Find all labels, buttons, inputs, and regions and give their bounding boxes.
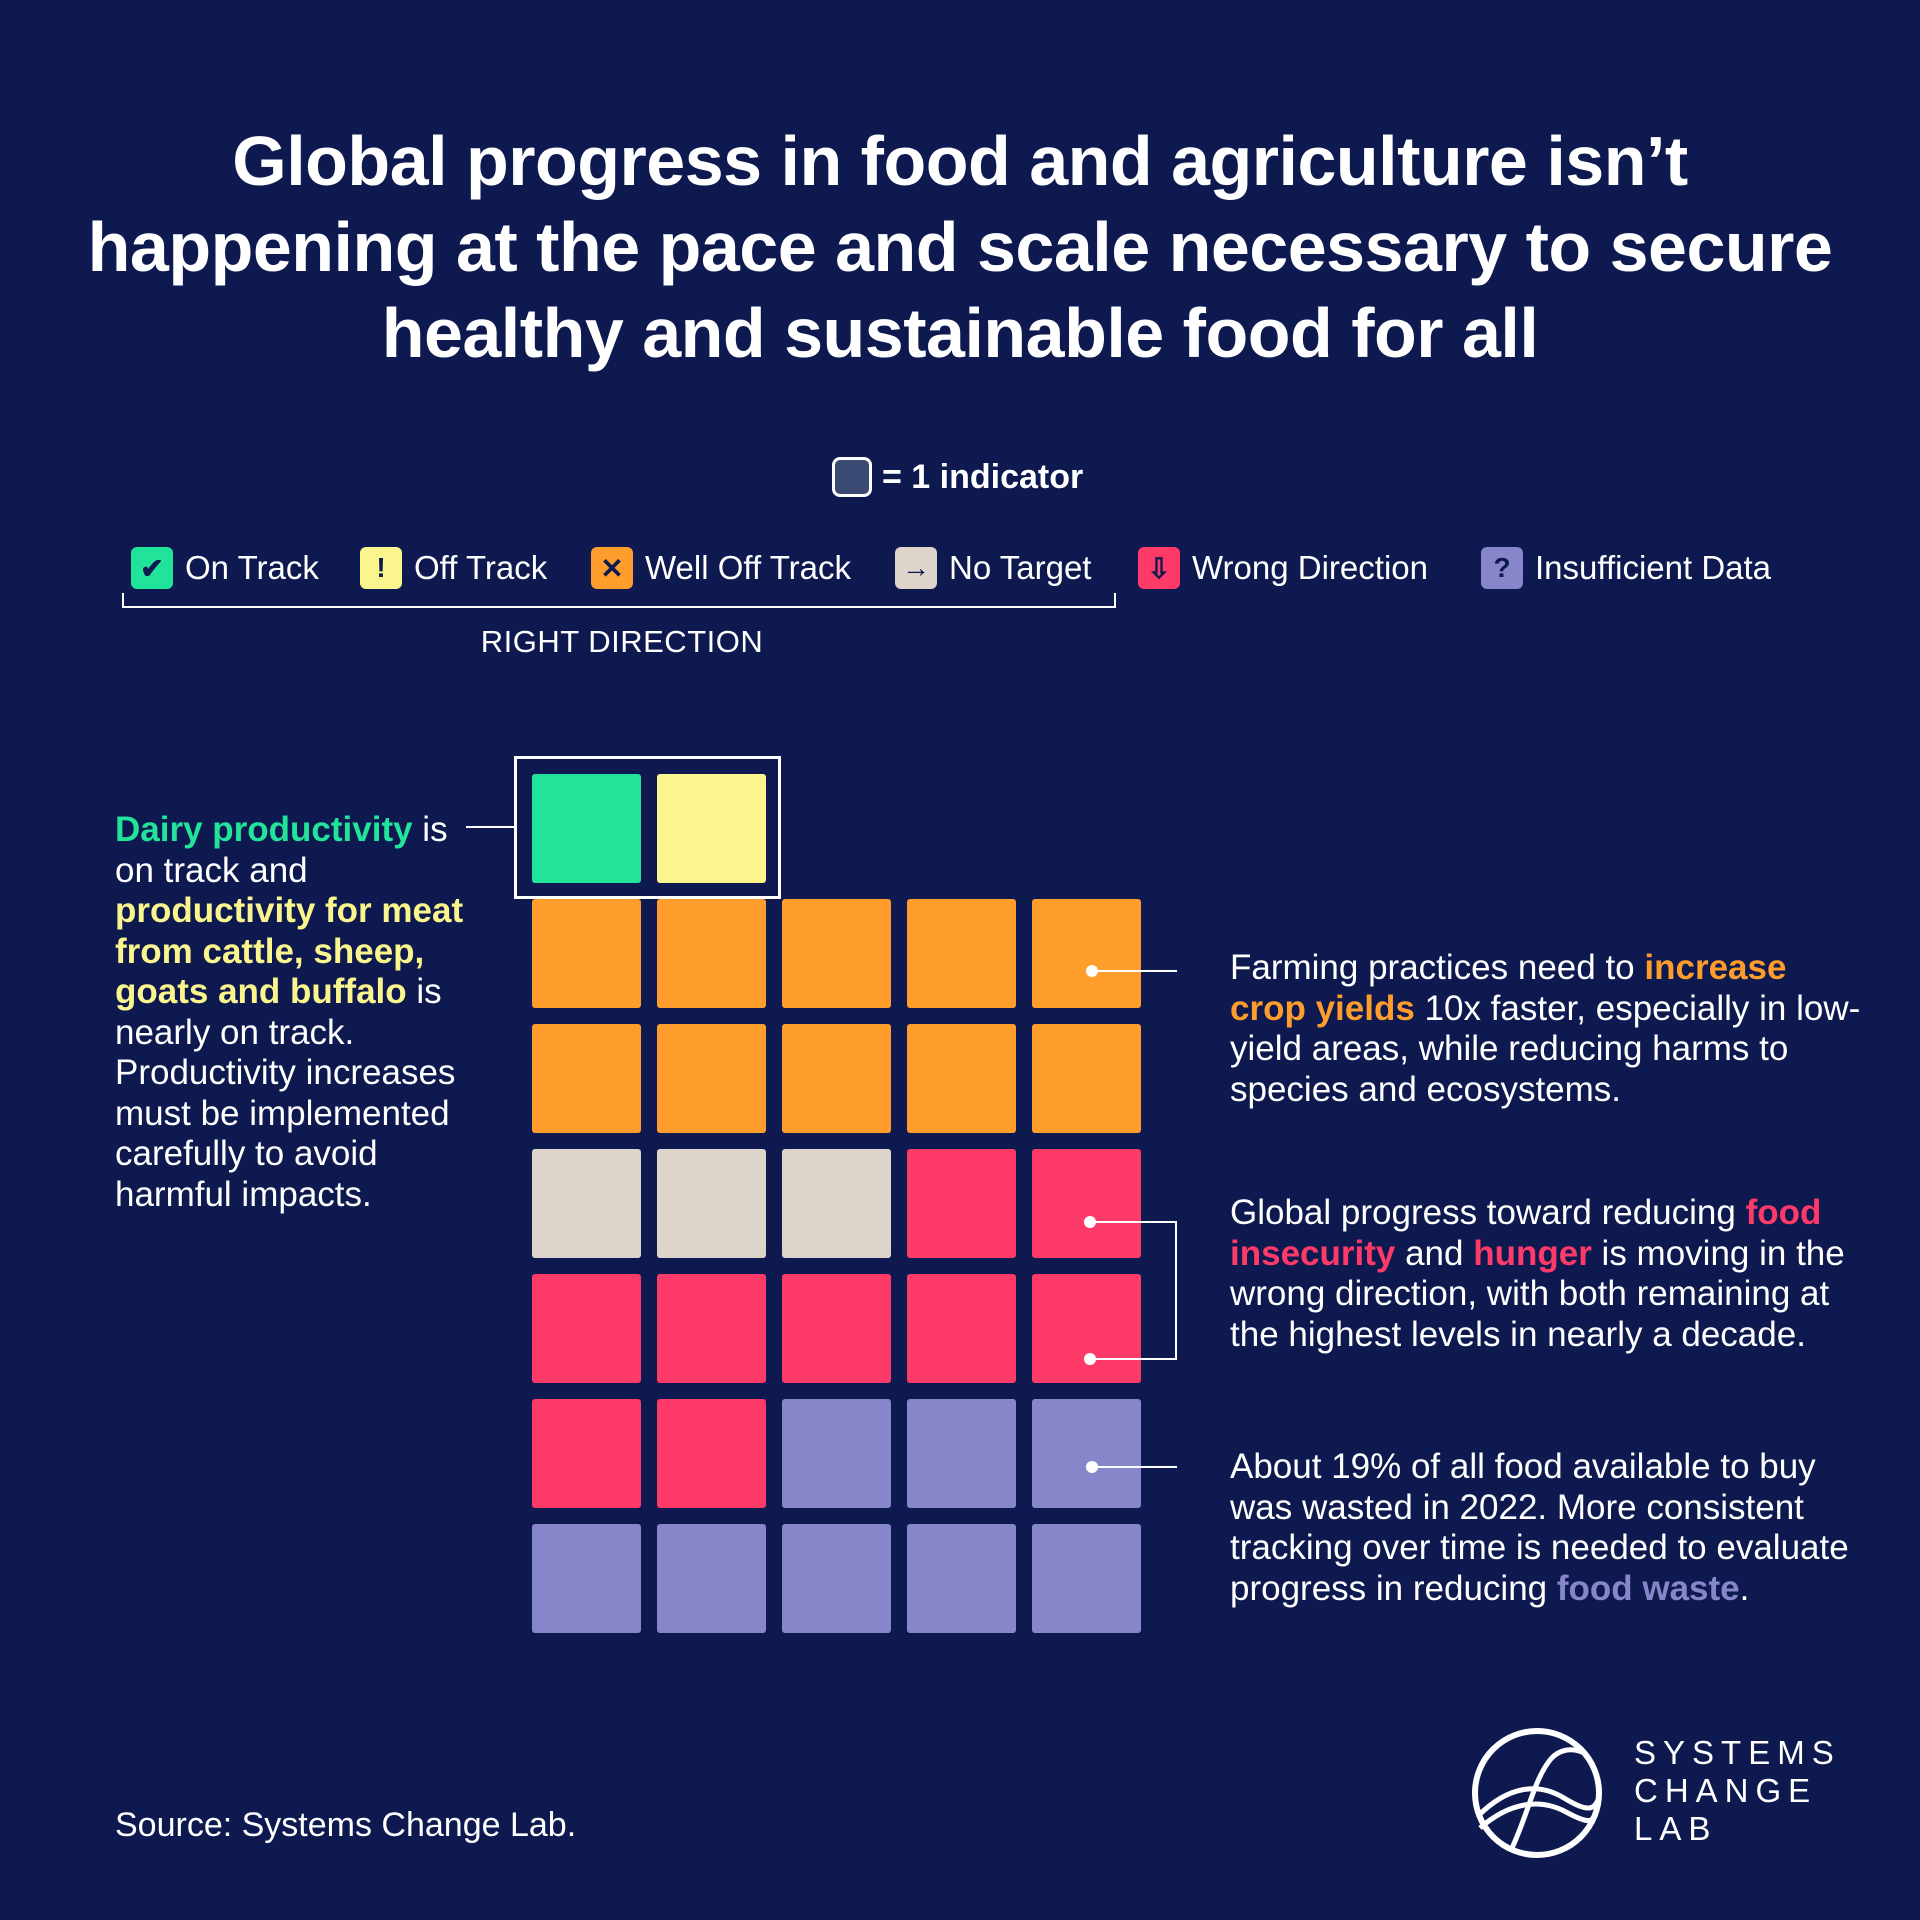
legend-label: No Target bbox=[949, 549, 1092, 586]
arrow-right-icon: → bbox=[895, 547, 937, 589]
food-waste-highlight: food waste bbox=[1556, 1568, 1740, 1608]
indicator-cell-wrong-direction bbox=[907, 1149, 1016, 1258]
food-waste-annotation: About 19% of all food available to buy w… bbox=[1230, 1447, 1870, 1609]
indicator-cell-well-off-track bbox=[907, 899, 1016, 1008]
legend-label: On Track bbox=[185, 549, 319, 586]
indicator-cell-wrong-direction bbox=[1032, 1274, 1141, 1383]
dairy-text-1: is on track and bbox=[115, 810, 448, 890]
legend-item-no-target: → No Target bbox=[895, 546, 1091, 590]
hunger-text-3: is moving in the wrong direction, with b… bbox=[1230, 1233, 1845, 1354]
unit-key: = 1 indicator bbox=[832, 454, 1083, 500]
crop-yields-highlight: increase crop yields bbox=[1230, 948, 1787, 1028]
indicator-cell-insufficient-data bbox=[532, 1524, 641, 1633]
dairy-text-2: is nearly on track. Productivity increas… bbox=[115, 972, 456, 1214]
indicator-cell-wrong-direction bbox=[907, 1274, 1016, 1383]
indicator-cell-well-off-track bbox=[1032, 1024, 1141, 1133]
hunger-connector-line-vertical bbox=[1175, 1221, 1177, 1360]
crop-yields-connector-line bbox=[1092, 970, 1177, 972]
indicator-cell-well-off-track bbox=[907, 1024, 1016, 1133]
right-direction-bracket bbox=[122, 593, 1116, 608]
logo-wordmark: SYSTEMS CHANGE LAB bbox=[1634, 1734, 1841, 1848]
indicator-cell-well-off-track bbox=[782, 899, 891, 1008]
indicator-cell-well-off-track bbox=[532, 1024, 641, 1133]
x-icon: ✕ bbox=[591, 547, 633, 589]
indicator-cell-insufficient-data bbox=[782, 1524, 891, 1633]
legend-item-wrong-direction: ⇩ Wrong Direction bbox=[1138, 546, 1428, 590]
dairy-productivity-highlight: Dairy productivity bbox=[115, 810, 413, 849]
legend-label: Insufficient Data bbox=[1535, 549, 1772, 586]
hunger-connector-line-bottom bbox=[1090, 1358, 1177, 1360]
indicator-cell-wrong-direction bbox=[532, 1399, 641, 1508]
page-title: Global progress in food and agriculture … bbox=[87, 122, 1833, 372]
indicator-cell-well-off-track bbox=[657, 1024, 766, 1133]
indicator-cell-insufficient-data bbox=[657, 1524, 766, 1633]
arrow-down-icon: ⇩ bbox=[1138, 547, 1180, 589]
food-insecurity-highlight: food insecurity bbox=[1230, 1193, 1822, 1273]
indicator-cell-on-track bbox=[532, 774, 641, 883]
indicator-cell-insufficient-data bbox=[1032, 1399, 1141, 1508]
logo-line-2: CHANGE bbox=[1634, 1772, 1818, 1809]
hunger-annotation: Global progress toward reducing food ins… bbox=[1230, 1193, 1870, 1355]
indicator-cell-no-target bbox=[782, 1149, 891, 1258]
indicator-cell-insufficient-data bbox=[1032, 1524, 1141, 1633]
indicator-cell-well-off-track bbox=[782, 1024, 891, 1133]
highlight-frame bbox=[514, 756, 781, 899]
indicator-square-icon bbox=[832, 457, 872, 497]
crop-yields-text-1: Farming practices need to bbox=[1230, 948, 1645, 987]
indicator-cell-no-target bbox=[657, 1149, 766, 1258]
source-note: Source: Systems Change Lab. bbox=[115, 1806, 577, 1844]
logo-line-3: LAB bbox=[1634, 1810, 1718, 1847]
hunger-connector-line-top bbox=[1090, 1221, 1177, 1223]
logo-line-1: SYSTEMS bbox=[1634, 1734, 1841, 1771]
systems-change-lab-logo-icon bbox=[1472, 1728, 1602, 1858]
crop-yields-text-2: 10x faster, especially in low-yield area… bbox=[1230, 988, 1861, 1109]
indicator-cell-well-off-track bbox=[1032, 899, 1141, 1008]
food-waste-connector-line bbox=[1092, 1466, 1177, 1468]
dairy-annotation: Dairy productivity is on track and produ… bbox=[115, 810, 475, 1215]
indicator-cell-wrong-direction bbox=[657, 1274, 766, 1383]
right-direction-label: RIGHT DIRECTION bbox=[480, 624, 764, 659]
hunger-highlight: hunger bbox=[1473, 1233, 1592, 1273]
indicator-cell-insufficient-data bbox=[907, 1399, 1016, 1508]
crop-yields-annotation: Farming practices need to increase crop … bbox=[1230, 948, 1870, 1110]
indicator-cell-wrong-direction bbox=[1032, 1149, 1141, 1258]
legend-label: Well Off Track bbox=[645, 549, 851, 586]
indicator-cell-wrong-direction bbox=[782, 1274, 891, 1383]
legend-item-insufficient-data: ? Insufficient Data bbox=[1481, 546, 1771, 590]
indicator-cell-wrong-direction bbox=[657, 1399, 766, 1508]
hunger-text-1: Global progress toward reducing bbox=[1230, 1193, 1746, 1232]
meat-productivity-highlight: productivity for meat from cattle, sheep… bbox=[115, 891, 464, 1011]
indicator-cell-off-track bbox=[657, 774, 766, 883]
legend-label: Off Track bbox=[414, 549, 548, 586]
hunger-text-2: and bbox=[1395, 1233, 1474, 1273]
food-waste-text-2: . bbox=[1739, 1568, 1750, 1608]
exclamation-icon: ! bbox=[360, 547, 402, 589]
question-icon: ? bbox=[1481, 547, 1523, 589]
indicator-cell-well-off-track bbox=[657, 899, 766, 1008]
legend-item-on-track: ✔ On Track bbox=[131, 546, 319, 590]
dairy-connector-line bbox=[466, 826, 514, 828]
legend-item-well-off-track: ✕ Well Off Track bbox=[591, 546, 851, 590]
legend-label: Wrong Direction bbox=[1192, 549, 1428, 586]
indicator-cell-well-off-track bbox=[532, 899, 641, 1008]
unit-key-label: = 1 indicator bbox=[882, 457, 1084, 496]
legend-item-off-track: ! Off Track bbox=[360, 546, 547, 590]
indicator-cell-insufficient-data bbox=[782, 1399, 891, 1508]
indicator-cell-insufficient-data bbox=[907, 1524, 1016, 1633]
food-waste-text-1: About 19% of all food available to buy w… bbox=[1230, 1447, 1849, 1608]
indicator-cell-wrong-direction bbox=[532, 1274, 641, 1383]
checkmark-icon: ✔ bbox=[131, 547, 173, 589]
indicator-cell-no-target bbox=[532, 1149, 641, 1258]
